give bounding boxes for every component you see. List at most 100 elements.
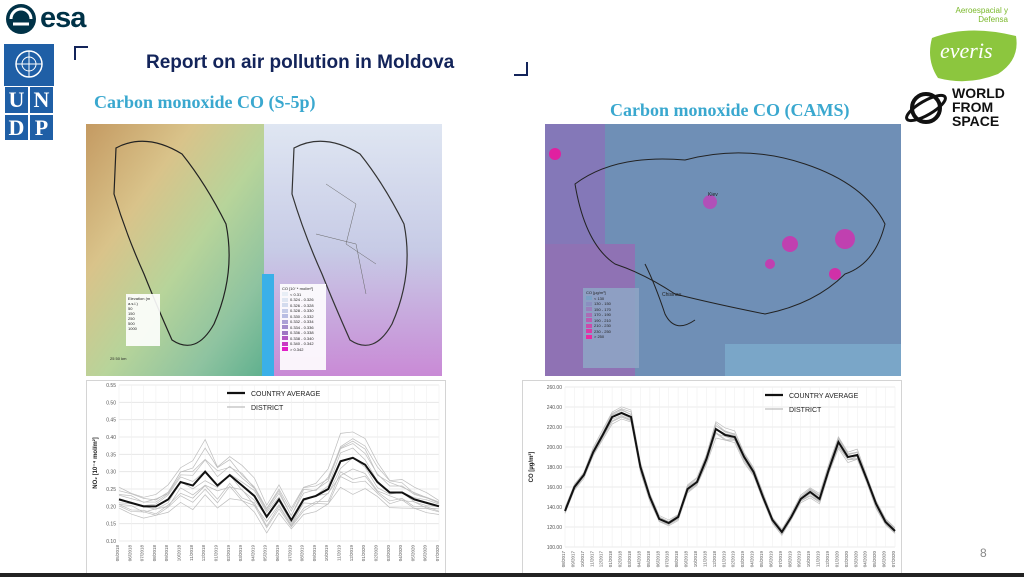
- s5p-legend-swatch: [282, 336, 288, 341]
- s5p-legend-swatch: [282, 314, 288, 319]
- s5p-legend-swatch: [282, 297, 288, 302]
- page-number: 8: [980, 546, 987, 560]
- un-emblem-icon: [15, 50, 43, 78]
- co-line-chart: 100.00 120.00 140.00 160.00 180.00 200.00 220.…: [528, 385, 896, 568]
- x-tick-label: 08/2018: [674, 551, 679, 568]
- x-tick-label: 08/2018: [152, 545, 157, 562]
- cams-legend-item: 210 - 230: [586, 323, 630, 329]
- x-tick-label: 05/2019: [759, 551, 764, 568]
- x-tick-label: 12/2018: [712, 551, 717, 568]
- x-tick-label: 03/2020: [386, 545, 391, 562]
- x-tick-label: 11/2019: [337, 545, 342, 561]
- x-tick-label: 12/2019: [825, 551, 830, 568]
- everis-logo-shape: [930, 30, 1017, 82]
- cams-legend-item: > 250: [586, 334, 630, 340]
- undp-letter: N: [29, 86, 54, 114]
- cams-legend-item: 130 - 150: [586, 301, 630, 307]
- ukraine-border: [574, 152, 886, 315]
- map-scale-bar: 25 50 km: [110, 356, 127, 361]
- cams-legend-item: 150 - 170: [586, 307, 630, 313]
- y-tick-label: 0.35: [106, 452, 116, 458]
- undp-letter: P: [29, 114, 54, 142]
- district-series-line: [118, 476, 440, 529]
- s5p-legend-item: 0.326 - 0.328: [282, 303, 326, 309]
- x-tick-label: 04/2019: [250, 545, 255, 562]
- cams-legend-swatch: [586, 323, 592, 328]
- x-tick-label: 07/2018: [140, 545, 145, 562]
- wfs-line: WORLD: [952, 85, 1005, 101]
- x-tick-label: 09/2017: [570, 551, 575, 568]
- elevation-legend-value: 1000: [128, 326, 137, 331]
- x-tick-label: 05/2020: [872, 551, 877, 568]
- cams-legend-item: 170 - 190: [586, 312, 630, 318]
- legend-label: COUNTRY AVERAGE: [251, 391, 321, 398]
- cams-legend-swatch: [586, 296, 592, 301]
- s5p-legend-label: 0.324 - 0.326: [290, 297, 314, 302]
- cams-legend-swatch: [586, 307, 592, 312]
- legend-label: COUNTRY AVERAGE: [789, 393, 859, 400]
- x-tick-label: 01/2020: [834, 551, 839, 568]
- district-series-line: [118, 443, 440, 517]
- y-tick-label: 160.00: [547, 485, 563, 491]
- x-tick-label: 09/2018: [684, 551, 689, 568]
- y-tick-label: 140.00: [547, 505, 563, 511]
- world-from-space-wordmark: WORLD FROM SPACE: [952, 86, 1005, 128]
- wfs-line: SPACE: [952, 113, 1000, 129]
- cams-map-image: [545, 124, 901, 376]
- s5p-legend-label: 0.330 - 0.332: [290, 313, 314, 319]
- s5p-legend-swatch: [282, 308, 288, 313]
- map-label-kiev: Kiev: [708, 192, 718, 198]
- legend-label: DISTRICT: [789, 407, 822, 414]
- district-series-line: [564, 418, 896, 536]
- country-average-series-line: [118, 456, 440, 523]
- x-tick-label: 12/2018: [201, 545, 206, 562]
- elevation-legend-value: 50: [128, 306, 133, 311]
- s5p-legend-item: 0.334 - 0.336: [282, 325, 326, 331]
- s5p-legend-item: < 0.31: [282, 292, 326, 298]
- s5p-legend-title: CO [10⁻⁴ mol/m²]: [282, 286, 313, 291]
- elevation-legend: Elevation (m a.s.l.) 50 150 250 500 1000: [128, 296, 160, 331]
- s5p-legend-item: 0.328 - 0.330: [282, 308, 326, 314]
- cams-legend-item: 230 - 250: [586, 329, 630, 335]
- x-tick-label: 01/2018: [608, 551, 613, 568]
- y-axis-label: CO [µg/m³]: [528, 452, 535, 483]
- x-tick-label: 07/2019: [287, 545, 292, 562]
- cams-legend-item: < 130: [586, 296, 630, 302]
- y-tick-label: 0.50: [106, 400, 116, 406]
- s5p-legend-swatch: [282, 347, 288, 352]
- cams-legend-swatch: [586, 318, 592, 323]
- s5p-legend-swatch: [282, 303, 288, 308]
- elevation-legend-title: Elevation (m a.s.l.): [128, 296, 151, 306]
- y-tick-label: 0.30: [106, 470, 116, 476]
- s5p-legend-item: 0.340 - 0.342: [282, 341, 326, 347]
- s5p-legend-swatch: [282, 325, 288, 330]
- world-from-space-globe-icon: [905, 92, 947, 124]
- y-tick-label: 0.15: [106, 522, 116, 528]
- undp-letter: D: [4, 114, 29, 142]
- y-tick-label: 240.00: [547, 405, 563, 411]
- s5p-legend-item: 0.336 - 0.338: [282, 330, 326, 336]
- x-tick-label: 12/2017: [599, 551, 604, 568]
- undp-letter: U: [4, 86, 29, 114]
- cams-legend-swatch: [586, 301, 592, 306]
- y-tick-label: 0.20: [106, 504, 116, 510]
- district-series-line: [118, 486, 440, 534]
- y-axis-label: NO₂ [10⁻⁴ mol/m²]: [92, 437, 99, 488]
- x-tick-label: 09/2019: [312, 545, 317, 562]
- x-tick-label: 10/2018: [693, 551, 698, 568]
- esa-logo: [6, 4, 36, 34]
- x-tick-label: 06/2019: [275, 545, 280, 562]
- y-tick-label: 260.00: [547, 385, 563, 391]
- y-tick-label: 220.00: [547, 425, 563, 431]
- moldova-border-left: [113, 140, 230, 346]
- cams-co-legend: CO [μg/m³] < 130 130 - 150 150 - 170 170 - …: [586, 290, 630, 340]
- cams-legend-label: 130 - 150: [594, 301, 611, 306]
- x-tick-label: 07/2018: [665, 551, 670, 568]
- wfs-line: FROM: [952, 99, 994, 115]
- no2-line-chart: 0.10 0.15 0.20 0.25 0.30 0.35 0.40 0.45 0.50 0.55…: [92, 383, 440, 562]
- s5p-subtitle: Carbon monoxide CO (S-5p): [94, 92, 316, 112]
- legend-label: DISTRICT: [251, 405, 284, 412]
- moldova-maps-image: [86, 124, 442, 376]
- x-tick-label: 02/2020: [844, 551, 849, 568]
- s5p-legend-label: 0.334 - 0.336: [290, 324, 314, 330]
